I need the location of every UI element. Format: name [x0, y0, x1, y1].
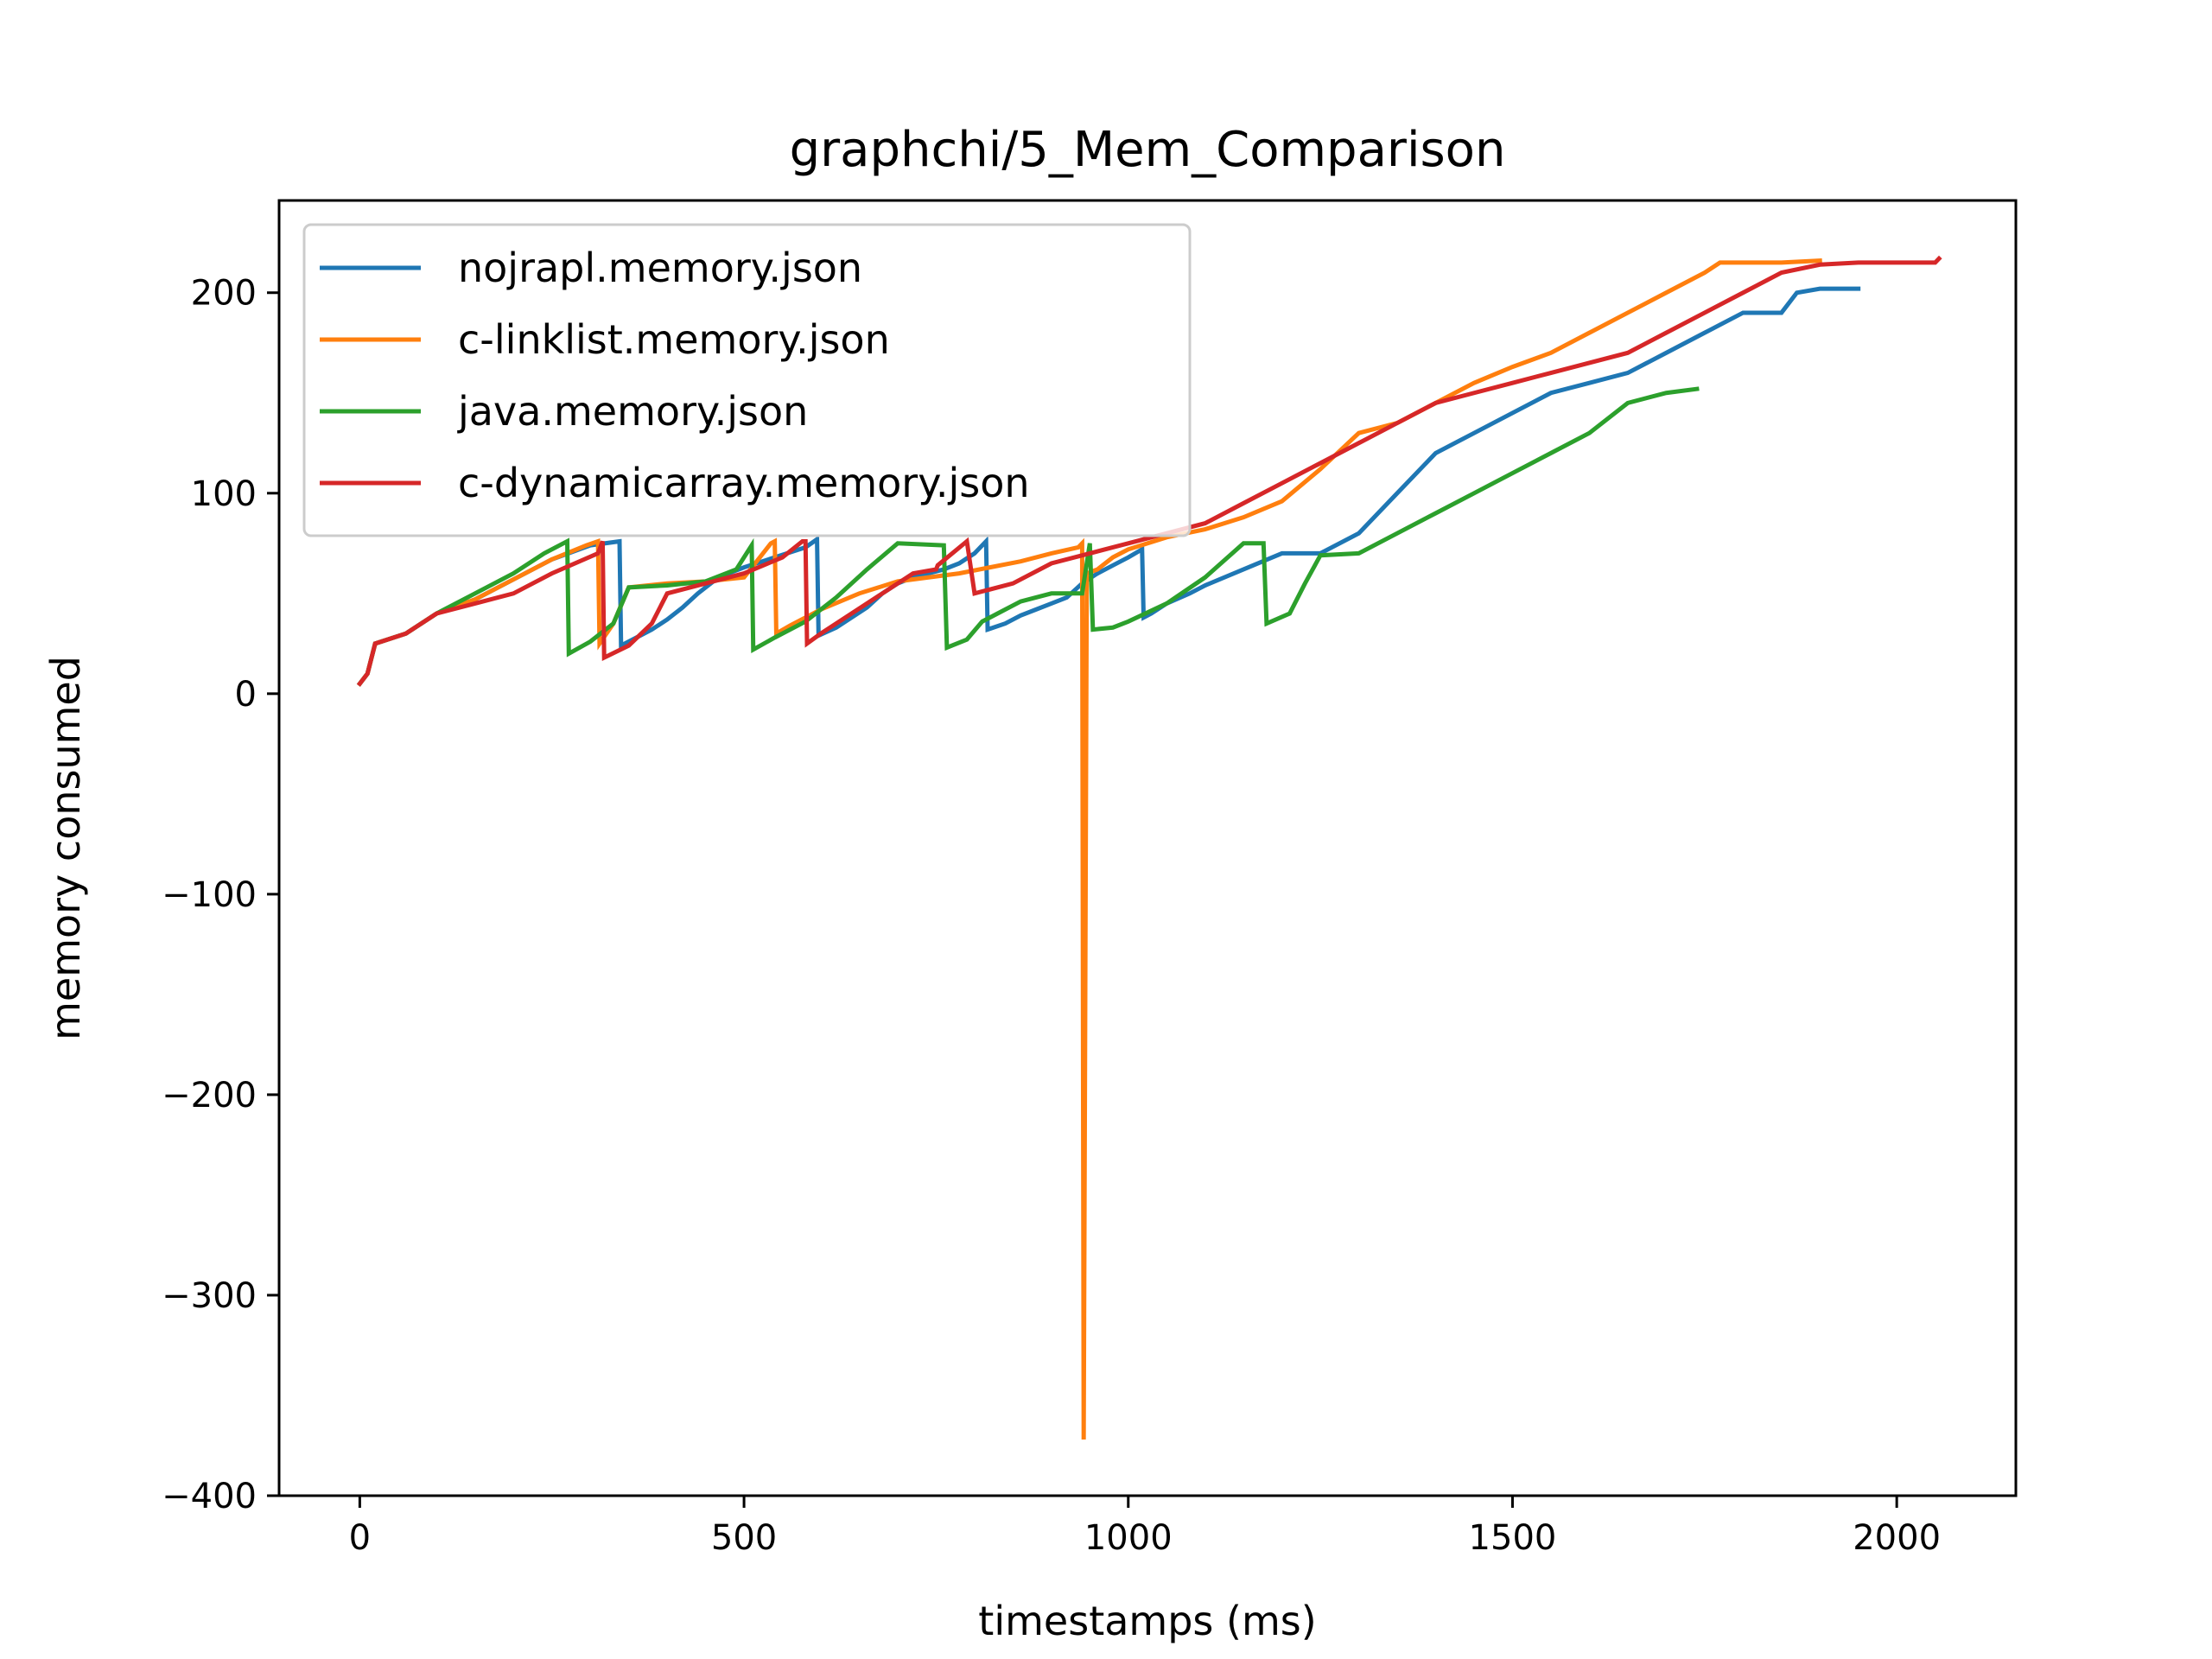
- series-line-2: [356, 386, 1700, 687]
- y-tick-label: −100: [162, 875, 257, 915]
- y-tick-label: 200: [191, 274, 257, 314]
- y-tick-label: −300: [162, 1276, 257, 1316]
- x-tick-label: 0: [349, 1518, 371, 1558]
- y-axis-label: memory consumed: [42, 656, 89, 1040]
- x-tick-label: 2000: [1853, 1518, 1941, 1558]
- legend-label-0: nojrapl.memory.json: [458, 245, 862, 291]
- legend: nojrapl.memory.json c-linklist.memory.jso…: [302, 223, 1192, 537]
- x-tick-label: 500: [711, 1518, 777, 1558]
- x-axis-label: timestamps (ms): [978, 1598, 1316, 1644]
- series-line-3: [356, 255, 1942, 687]
- x-tick-label: 1500: [1469, 1518, 1557, 1558]
- legend-label-3: c-dynamicarray.memory.json: [458, 460, 1030, 506]
- plot-area: 0 500 1000 1500 2000 −400 −300 −200 −100 0 100 200: [162, 199, 2018, 1558]
- legend-label-2: java.memory.json: [457, 388, 808, 435]
- y-tick-label: 0: [235, 675, 257, 715]
- legend-box: [302, 223, 1192, 537]
- x-tick-label: 1000: [1084, 1518, 1173, 1558]
- series-line-1: [356, 257, 1822, 1440]
- axes-frame: [277, 199, 2018, 1497]
- y-tick-label: −200: [162, 1076, 257, 1116]
- chart-title: graphchi/5_Mem_Comparison: [790, 122, 1506, 178]
- legend-label-1: c-linklist.memory.json: [458, 316, 890, 363]
- y-tick-label: 100: [191, 474, 257, 514]
- y-tick-label: −400: [162, 1477, 257, 1516]
